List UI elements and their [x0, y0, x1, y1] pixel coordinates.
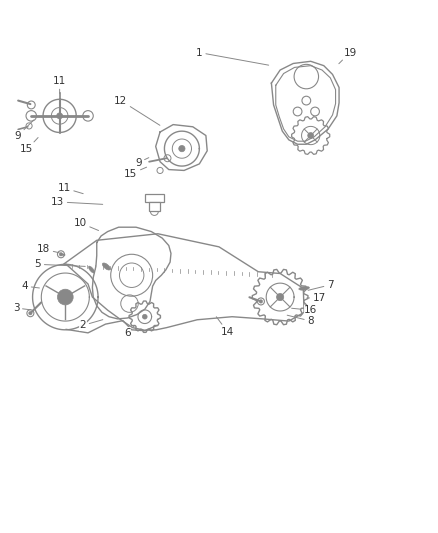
- Text: 16: 16: [292, 305, 317, 315]
- Text: 10: 10: [74, 218, 99, 230]
- Text: 19: 19: [339, 47, 357, 64]
- Polygon shape: [149, 202, 160, 212]
- Ellipse shape: [299, 286, 310, 290]
- Text: 18: 18: [37, 244, 59, 254]
- Circle shape: [308, 133, 314, 139]
- Text: 6: 6: [124, 326, 134, 338]
- Circle shape: [57, 289, 73, 305]
- Text: 11: 11: [57, 183, 83, 193]
- Circle shape: [142, 314, 147, 319]
- Text: 12: 12: [114, 95, 160, 125]
- Circle shape: [57, 113, 63, 119]
- Text: 9: 9: [135, 158, 149, 167]
- Circle shape: [259, 300, 263, 303]
- Text: 2: 2: [79, 320, 103, 330]
- Text: 8: 8: [287, 315, 314, 326]
- Text: 4: 4: [21, 281, 39, 291]
- Text: 14: 14: [216, 317, 234, 337]
- Ellipse shape: [102, 263, 110, 270]
- Text: 15: 15: [124, 167, 147, 179]
- Text: 5: 5: [35, 260, 85, 269]
- Text: 3: 3: [13, 303, 31, 313]
- Text: 15: 15: [20, 138, 38, 155]
- Text: 1: 1: [196, 47, 268, 65]
- Text: 7: 7: [308, 280, 334, 290]
- Polygon shape: [145, 194, 164, 202]
- Circle shape: [28, 311, 32, 315]
- Text: 17: 17: [307, 293, 326, 303]
- Circle shape: [276, 294, 284, 301]
- Text: 13: 13: [51, 197, 102, 207]
- Text: 9: 9: [15, 120, 34, 141]
- Text: 11: 11: [53, 76, 66, 93]
- Circle shape: [59, 253, 63, 256]
- Ellipse shape: [88, 266, 95, 273]
- Circle shape: [179, 146, 185, 152]
